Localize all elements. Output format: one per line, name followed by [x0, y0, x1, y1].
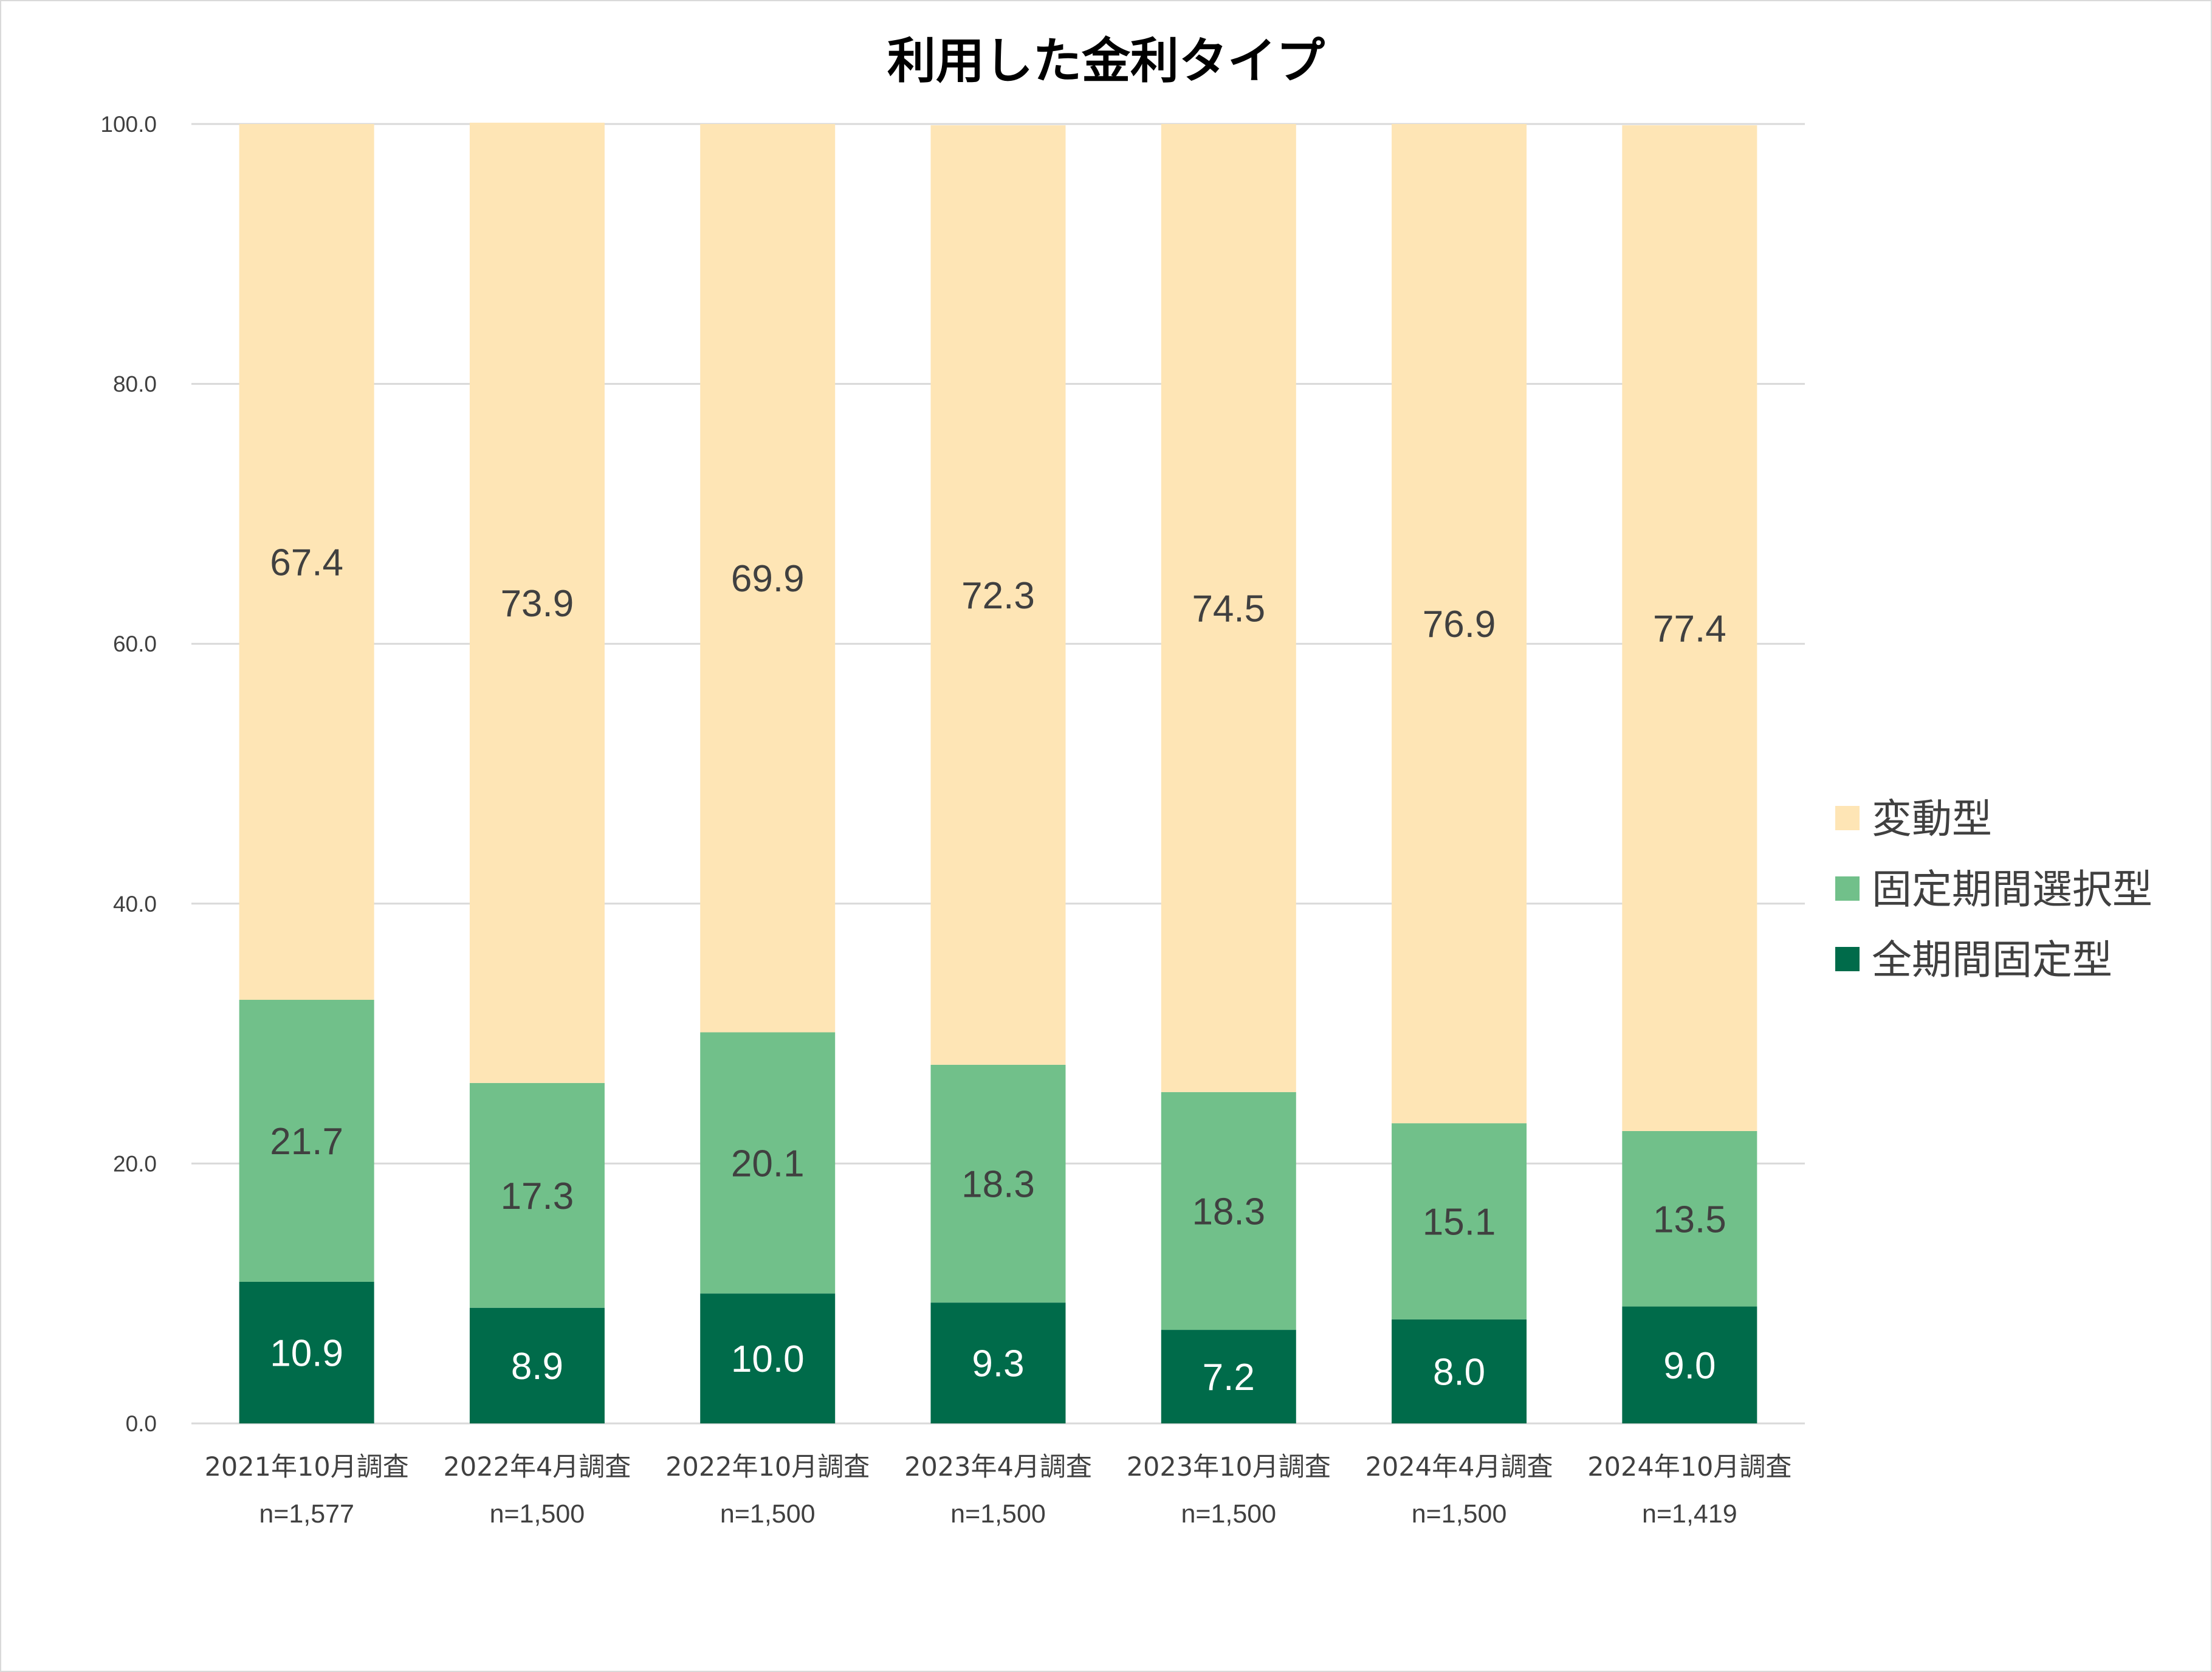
- x-category-label: 2023年4月調査: [904, 1452, 1092, 1482]
- bar-segment: [930, 125, 1066, 1065]
- bar-segment: [239, 1000, 374, 1282]
- bar-segment: [700, 124, 836, 1033]
- y-tick-label: 0.0: [126, 1411, 157, 1436]
- data-label: 74.5: [1192, 588, 1265, 630]
- bar-segment: [700, 1032, 836, 1294]
- bar-segment: [1392, 1319, 1527, 1423]
- data-label: 10.0: [731, 1338, 805, 1380]
- data-label: 15.1: [1423, 1202, 1496, 1244]
- legend-label: 全期間固定型: [1872, 937, 2112, 983]
- y-axis-ticks: 0.0 20.0 40.0 60.0 80.0 100.0: [100, 112, 157, 1436]
- bar-segment: [1392, 124, 1527, 1124]
- x-category-label: 2024年4月調査: [1365, 1452, 1553, 1482]
- bar-segment: [239, 124, 374, 1000]
- bar-segment: [1622, 1130, 1757, 1307]
- legend-label: 変動型: [1872, 796, 1992, 842]
- x-sample-size-label: n=1,500: [490, 1499, 585, 1529]
- bar-segment: [1161, 124, 1296, 1092]
- bar-segment: [1161, 1330, 1296, 1423]
- x-category-label: 2022年10月調査: [665, 1452, 870, 1482]
- bars: [239, 122, 1757, 1423]
- data-label: 8.9: [511, 1346, 563, 1388]
- y-tick-label: 40.0: [113, 892, 157, 917]
- legend-swatch: [1835, 876, 1860, 901]
- bar-segment: [1622, 1306, 1757, 1423]
- data-label: 69.9: [731, 558, 805, 600]
- legend-swatch: [1835, 806, 1860, 830]
- x-category-label: 2021年10月調査: [205, 1452, 409, 1482]
- data-label: 17.3: [501, 1175, 574, 1217]
- y-tick-label: 80.0: [113, 372, 157, 397]
- x-sample-size-label: n=1,500: [720, 1499, 816, 1529]
- x-sample-size-label: n=1,500: [1412, 1499, 1507, 1529]
- bar-segment: [469, 1307, 605, 1423]
- data-label: 18.3: [961, 1164, 1035, 1206]
- x-sample-size-label: n=1,500: [950, 1499, 1046, 1529]
- x-category-label: 2024年10月調査: [1587, 1452, 1791, 1482]
- data-label: 10.9: [270, 1332, 343, 1374]
- bar-segment: [239, 1281, 374, 1423]
- data-label: 72.3: [961, 575, 1035, 617]
- data-label: 20.1: [731, 1143, 805, 1185]
- y-tick-label: 20.0: [113, 1151, 157, 1176]
- bar-segment: [930, 1302, 1066, 1423]
- legend-label: 固定期間選択型: [1872, 866, 2152, 913]
- bar-segment: [930, 1064, 1066, 1303]
- x-axis-labels: 2021年10月調査 n=1,577 2022年4月調査 n=1,500 2022年10…: [205, 1452, 1792, 1529]
- x-category-label: 2022年4月調査: [444, 1452, 631, 1482]
- data-label: 18.3: [1192, 1191, 1265, 1233]
- y-tick-label: 100.0: [100, 112, 157, 137]
- data-label: 8.0: [1433, 1351, 1485, 1393]
- bar-segment: [469, 122, 605, 1083]
- data-label: 73.9: [501, 583, 574, 625]
- data-label: 67.4: [270, 542, 343, 584]
- chart-title: 利用した金利タイプ: [887, 33, 1325, 89]
- data-label: 13.5: [1653, 1199, 1726, 1240]
- data-label: 9.0: [1663, 1345, 1716, 1387]
- data-label: 7.2: [1203, 1357, 1255, 1398]
- data-label: 77.4: [1653, 608, 1726, 650]
- bar-segment: [1161, 1092, 1296, 1330]
- bar-segment: [469, 1082, 605, 1308]
- bar-segment: [700, 1293, 836, 1423]
- legend-swatch: [1835, 947, 1860, 971]
- x-category-label: 2023年10月調査: [1127, 1452, 1331, 1482]
- bar-segment: [1392, 1123, 1527, 1319]
- x-sample-size-label: n=1,419: [1642, 1499, 1737, 1529]
- y-tick-label: 60.0: [113, 631, 157, 656]
- data-labels: 10.9 21.7 67.4 8.9 17.3 73.9 10.0 20.1 69.9 9.3 18…: [270, 542, 1726, 1399]
- data-label: 21.7: [270, 1121, 343, 1163]
- data-label: 9.3: [972, 1343, 1024, 1385]
- x-sample-size-label: n=1,500: [1181, 1499, 1276, 1529]
- data-label: 76.9: [1423, 604, 1496, 645]
- x-sample-size-label: n=1,577: [259, 1499, 354, 1529]
- bar-segment: [1622, 125, 1757, 1131]
